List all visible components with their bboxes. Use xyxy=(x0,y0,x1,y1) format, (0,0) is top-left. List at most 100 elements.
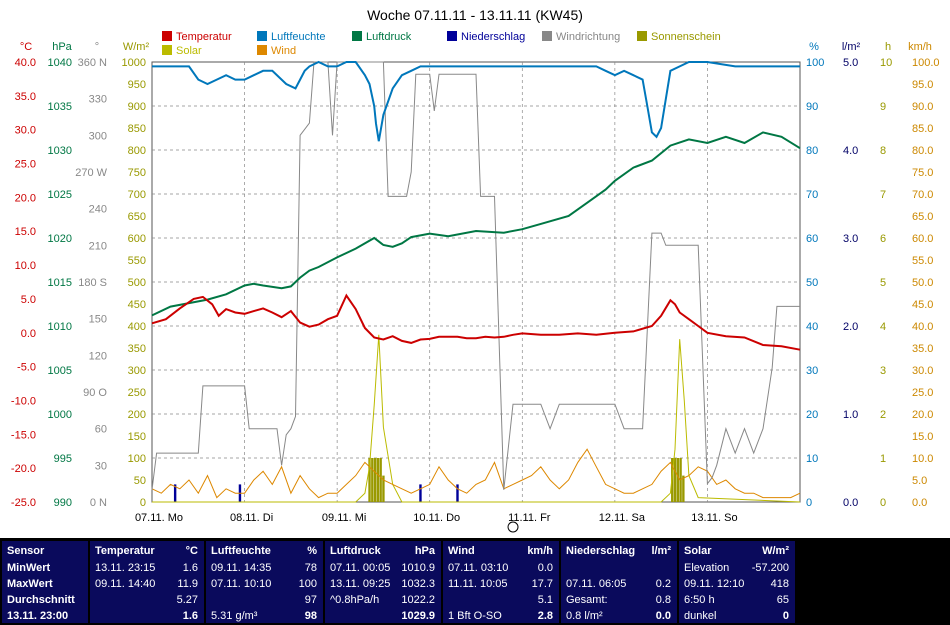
chart-title: Woche 07.11.11 - 13.11.11 (KW45) xyxy=(367,7,583,23)
axis-tick-label: 0 N xyxy=(90,497,107,509)
axis-tick-label: 1000 xyxy=(122,57,146,69)
luftfeuchte-current-value: 98 xyxy=(304,610,317,622)
axis-tick-label: 1005 xyxy=(48,365,72,377)
axis-tick-label: 25.0 xyxy=(912,387,933,399)
axis-tick-label: 15.0 xyxy=(15,226,36,238)
legend-swatch xyxy=(542,31,552,41)
axis-unit-label: W/m² xyxy=(123,41,150,53)
wind-row-value: 5.1 xyxy=(537,594,553,606)
temperatur-row-value: 5.27 xyxy=(176,594,198,606)
wind-unit: km/h xyxy=(527,545,553,557)
bar-sonnenschein xyxy=(382,475,385,502)
wind-footer-label: 1 Bft O-SO xyxy=(448,610,502,622)
axis-tick-label: 80 xyxy=(806,145,818,157)
grid xyxy=(152,62,800,502)
axis-tick-label: 100 xyxy=(806,57,824,69)
axis-tick-label: 500 xyxy=(128,277,146,289)
line-windrichtung xyxy=(151,61,800,490)
col-luftdruck: Luftdruck hPa 07.11. 00:05 1010.9 13.11. 09:… xyxy=(325,541,441,623)
axis-tick-label: 20.0 xyxy=(15,192,36,204)
niederschlag-header: Niederschlag xyxy=(566,545,636,557)
legend: Temperatur Luftfeuchte Luftdruck Niederschl… xyxy=(162,31,721,57)
sensor-header: Sensor xyxy=(7,545,45,557)
line-series xyxy=(151,60,801,503)
luftfeuchte-row-value: 78 xyxy=(304,562,317,574)
legend-label: Niederschlag xyxy=(461,31,525,43)
temperatur-row-label: 09.11. 14:40 xyxy=(95,578,156,590)
temperatur-row-value: 11.9 xyxy=(177,578,198,590)
bar-sonnenschein xyxy=(682,475,685,502)
axis-tick-label: 50.0 xyxy=(912,277,933,289)
wind-header: Wind xyxy=(448,545,475,557)
axis-tick-label: 50 xyxy=(134,475,146,487)
axis-tick-label: 30.0 xyxy=(15,125,36,137)
bar-sonnenschein xyxy=(379,458,382,502)
axis-tick-label: 800 xyxy=(128,145,146,157)
legend-label: Windrichtung xyxy=(556,31,620,43)
axis-tick-label: 120 xyxy=(89,350,107,362)
axis-tick-label: 4 xyxy=(880,321,886,333)
legend-swatch xyxy=(352,31,362,41)
axis-tick-label: 55.0 xyxy=(912,255,933,267)
axis-tick-label: 45.0 xyxy=(912,299,933,311)
axis-tick-label: 1035 xyxy=(48,101,72,113)
row-label-max: MaxWert xyxy=(7,578,53,590)
axis-unit-label: l/m² xyxy=(842,41,861,53)
axis-tick-label: 70.0 xyxy=(912,189,933,201)
axis-tick-label: 5.0 xyxy=(21,294,36,306)
axis-tick-label: 300 xyxy=(128,365,146,377)
line-wind xyxy=(151,448,801,499)
axis-tick-label: 200 xyxy=(128,409,146,421)
col-solar: Solar W/m² Elevation -57.200 09.11. 12:10 418… xyxy=(679,541,795,623)
legend-swatch xyxy=(257,45,267,55)
line-temperatur xyxy=(151,293,801,351)
axis-unit-label: hPa xyxy=(52,41,72,53)
axis-tick-label: 0.0 xyxy=(21,328,36,340)
axis-unit-label: °C xyxy=(20,41,32,53)
axis-tick-label: 1040 xyxy=(48,57,72,69)
bar-sonnenschein xyxy=(371,458,374,502)
x-tick-label: 08.11. Di xyxy=(230,512,273,524)
current-time: 13.11. 23:00 xyxy=(7,610,69,622)
axis-tick-label: 995 xyxy=(54,453,72,465)
axis-tick-label: 6 xyxy=(880,233,886,245)
axis-tick-label: 10.0 xyxy=(912,453,933,465)
axis-tick-label: -20.0 xyxy=(11,463,36,475)
axis-tick-label: 10.0 xyxy=(15,260,36,272)
bar-sonnenschein xyxy=(676,458,680,502)
legend-swatch xyxy=(637,31,647,41)
axis-tick-label: 950 xyxy=(128,79,146,91)
axis-tick-label: 35.0 xyxy=(15,91,36,103)
bar-niederschlag xyxy=(456,484,459,502)
axis-tick-label: 150 xyxy=(89,314,107,326)
axis-tick-label: 180 S xyxy=(78,277,107,289)
luftfeuchte-row-value: 100 xyxy=(298,578,317,590)
temperatur-unit: °C xyxy=(185,545,198,557)
axis-tick-label: 330 xyxy=(89,94,107,106)
solar-row-value: 65 xyxy=(776,594,789,606)
luftdruck-row-value: 1010.9 xyxy=(401,562,435,574)
axis-tick-label: 5 xyxy=(880,277,886,289)
solar-unit: W/m² xyxy=(762,545,789,557)
axis-tick-label: 1 xyxy=(880,453,886,465)
axis-tick-label: 9 xyxy=(880,101,886,113)
luftfeuchte-row-value: 97 xyxy=(304,594,317,606)
axis-tick-label: 750 xyxy=(128,167,146,179)
axis-tick-label: 15.0 xyxy=(912,431,933,443)
bar-niederschlag xyxy=(419,484,422,502)
luftfeuchte-row-label: 09.11. 14:35 xyxy=(211,562,272,574)
niederschlag-row-label: Gesamt: xyxy=(566,594,608,606)
statistics-table: Sensor MinWert MaxWert Durchschnitt 13.1… xyxy=(0,538,950,625)
axis-tick-label: 700 xyxy=(128,189,146,201)
luftfeuchte-unit: % xyxy=(307,545,317,557)
axis-tick-label: -25.0 xyxy=(11,497,36,509)
legend-label: Luftdruck xyxy=(366,31,412,43)
luftdruck-row-value: 1022.2 xyxy=(401,594,435,606)
legend-label: Sonnenschein xyxy=(651,31,721,43)
now-marker-icon xyxy=(507,521,519,533)
axis-tick-label: 10 xyxy=(806,453,818,465)
niederschlag-row-label: 07.11. 06:05 xyxy=(566,578,627,590)
legend-swatch xyxy=(162,45,172,55)
axis-tick-label: 270 W xyxy=(75,167,107,179)
niederschlag-unit: l/m² xyxy=(651,545,671,557)
